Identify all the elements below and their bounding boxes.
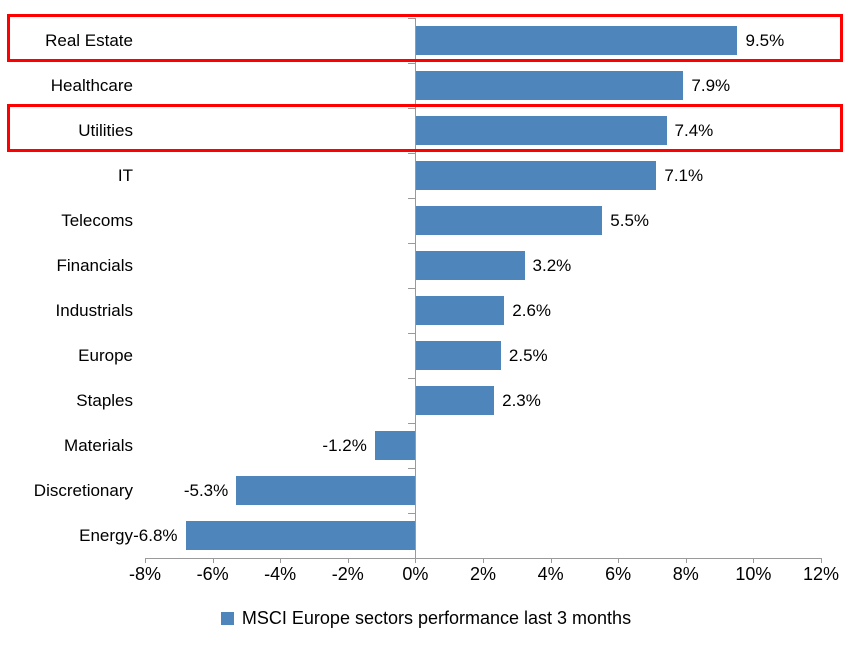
x-axis-tick-label: 12% xyxy=(802,564,840,584)
bar xyxy=(374,431,416,460)
value-label: 2.3% xyxy=(502,391,541,410)
x-axis-tick-label: -8% xyxy=(128,564,161,584)
x-axis-tick xyxy=(821,558,822,563)
legend: MSCI Europe sectors performance last 3 m… xyxy=(0,608,852,629)
category-tick xyxy=(408,468,416,469)
category-tick xyxy=(408,423,416,424)
x-axis-tick xyxy=(550,558,552,563)
bar xyxy=(416,161,657,190)
category-tick xyxy=(408,513,416,514)
bar xyxy=(416,341,501,370)
x-axis-tick xyxy=(347,558,349,563)
value-label: 7.1% xyxy=(664,166,704,185)
x-axis-tick xyxy=(483,558,484,563)
category-label: Energy xyxy=(79,526,133,545)
category-tick xyxy=(408,63,416,64)
bar xyxy=(416,206,603,235)
x-axis-tick xyxy=(212,558,214,563)
value-label: 3.2% xyxy=(532,256,572,275)
category-tick xyxy=(408,108,416,109)
x-axis-tick-label: -6% xyxy=(196,564,229,584)
legend-label: MSCI Europe sectors performance last 3 m… xyxy=(241,608,632,628)
category-tick xyxy=(408,333,416,334)
category-tick xyxy=(408,198,416,199)
value-label: 5.5% xyxy=(610,211,650,230)
category-label: IT xyxy=(117,166,133,185)
category-label: Industrials xyxy=(55,301,133,320)
value-label: -6.8% xyxy=(133,526,178,545)
x-axis-tick xyxy=(753,558,755,563)
bar xyxy=(416,71,684,100)
category-label: Real Estate xyxy=(45,31,133,50)
x-axis-tick-label: 8% xyxy=(672,564,699,584)
category-label: Staples xyxy=(76,391,133,410)
category-tick xyxy=(408,153,416,154)
x-axis-tick-label: 10% xyxy=(735,564,772,584)
category-tick xyxy=(408,378,416,379)
category-tick xyxy=(408,288,416,289)
bar xyxy=(416,26,738,55)
x-axis-tick xyxy=(280,558,282,563)
value-label: -1.2% xyxy=(322,436,367,455)
value-label: -5.3% xyxy=(183,481,229,500)
category-label: Discretionary xyxy=(33,481,133,500)
x-axis-tick-label: 2% xyxy=(469,564,496,584)
x-axis-tick-label: -2% xyxy=(331,564,364,584)
category-label: Financials xyxy=(56,256,133,275)
bar xyxy=(236,476,416,505)
x-axis-tick xyxy=(415,558,417,563)
bar xyxy=(185,521,416,550)
x-axis-tick-label: 4% xyxy=(537,564,564,584)
value-label: 2.5% xyxy=(508,346,548,365)
category-label: Materials xyxy=(64,436,133,455)
bar xyxy=(416,386,495,415)
x-axis-tick xyxy=(618,558,620,563)
value-label: 9.5% xyxy=(745,31,785,50)
category-label: Healthcare xyxy=(50,76,133,95)
bar xyxy=(416,251,525,280)
category-label: Telecoms xyxy=(61,211,133,230)
x-axis-tick-label: 6% xyxy=(605,564,632,584)
x-axis-tick-label: 0% xyxy=(402,564,429,584)
value-label: 7.9% xyxy=(691,76,731,95)
category-label: Utilities xyxy=(78,121,133,140)
zero-axis-line xyxy=(415,18,417,558)
x-axis-tick-label: -4% xyxy=(264,564,297,584)
bar xyxy=(416,296,505,325)
bar xyxy=(416,116,667,145)
category-tick xyxy=(408,18,416,19)
category-tick xyxy=(408,243,416,244)
legend-swatch-icon xyxy=(220,612,234,625)
value-label: 2.6% xyxy=(512,301,552,320)
x-axis-tick xyxy=(145,558,146,563)
category-label: Europe xyxy=(78,346,133,365)
value-label: 7.4% xyxy=(674,121,714,140)
x-axis-tick xyxy=(685,558,687,563)
